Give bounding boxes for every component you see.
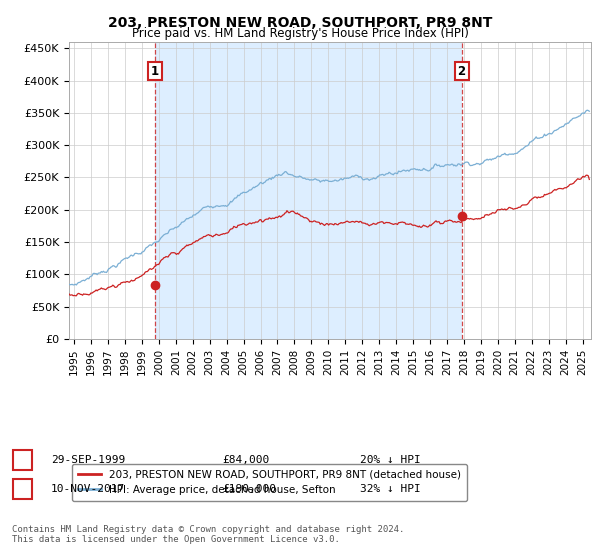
Legend: 203, PRESTON NEW ROAD, SOUTHPORT, PR9 8NT (detached house), HPI: Average price, : 203, PRESTON NEW ROAD, SOUTHPORT, PR9 8N… [71,464,467,501]
Text: 32% ↓ HPI: 32% ↓ HPI [360,484,421,494]
Text: 2: 2 [458,64,466,77]
Text: 1: 1 [151,64,158,77]
Text: 1: 1 [19,454,27,467]
Text: £84,000: £84,000 [222,455,269,465]
Text: 203, PRESTON NEW ROAD, SOUTHPORT, PR9 8NT: 203, PRESTON NEW ROAD, SOUTHPORT, PR9 8N… [108,16,492,30]
Text: Price paid vs. HM Land Registry's House Price Index (HPI): Price paid vs. HM Land Registry's House … [131,27,469,40]
Text: £190,000: £190,000 [222,484,276,494]
Text: 2: 2 [19,482,27,496]
Bar [155,42,461,339]
Text: 29-SEP-1999: 29-SEP-1999 [51,455,125,465]
Text: 20% ↓ HPI: 20% ↓ HPI [360,455,421,465]
Text: Contains HM Land Registry data © Crown copyright and database right 2024.
This d: Contains HM Land Registry data © Crown c… [12,525,404,544]
Text: 10-NOV-2017: 10-NOV-2017 [51,484,125,494]
